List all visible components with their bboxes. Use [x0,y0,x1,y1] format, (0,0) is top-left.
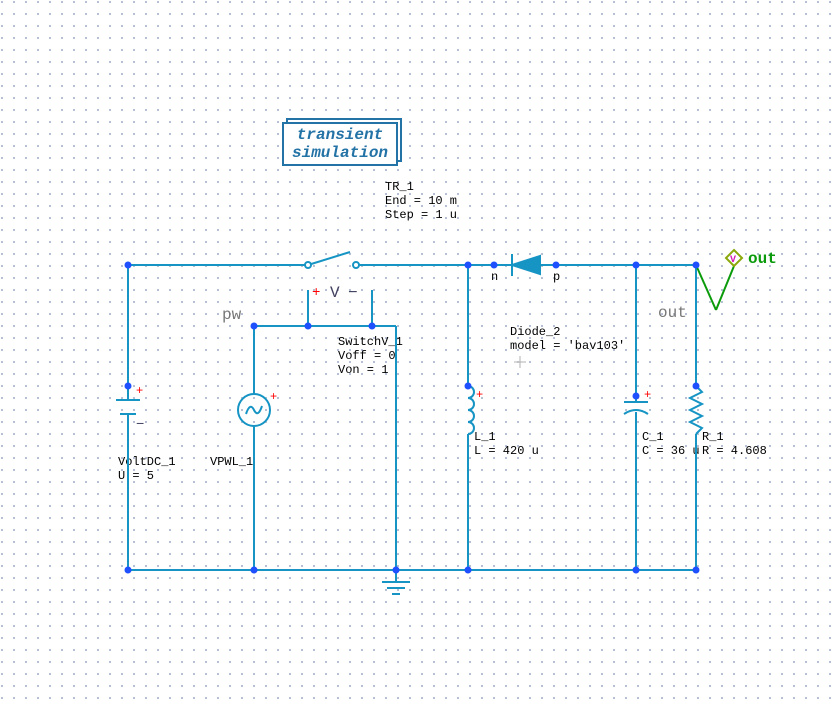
svg-text:+: + [136,384,143,398]
svg-text:V: V [730,255,736,266]
svg-text:+: + [270,390,277,404]
svg-text:+: + [644,388,651,402]
schematic-svg: + − + + + [0,0,838,702]
svg-text:−: − [136,417,144,433]
svg-text:+: + [476,388,483,402]
